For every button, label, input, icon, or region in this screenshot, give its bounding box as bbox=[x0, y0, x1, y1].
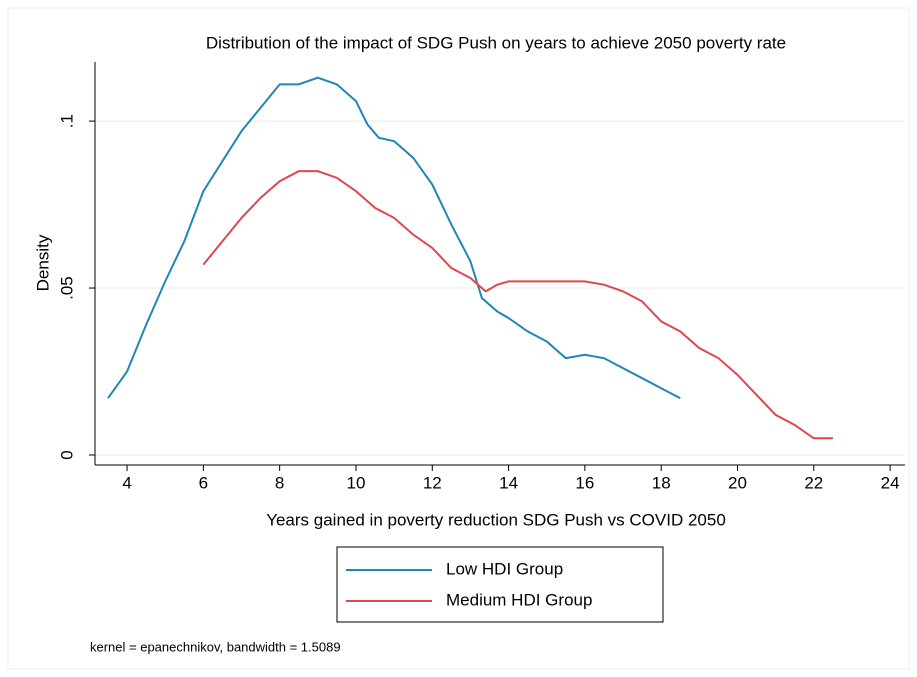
x-axis-label: Years gained in poverty reduction SDG Pu… bbox=[266, 510, 726, 529]
x-tick-label: 24 bbox=[881, 473, 900, 492]
legend-box bbox=[336, 546, 664, 623]
y-tick-label: 0 bbox=[57, 450, 76, 459]
legend-label: Medium HDI Group bbox=[446, 590, 592, 609]
x-tick-label: 6 bbox=[199, 473, 208, 492]
y-tick-label: .05 bbox=[57, 276, 76, 300]
x-tick-label: 14 bbox=[499, 473, 518, 492]
legend-label: Low HDI Group bbox=[446, 559, 563, 578]
x-tick-label: 8 bbox=[275, 473, 284, 492]
x-tick-label: 20 bbox=[728, 473, 747, 492]
chart-title: Distribution of the impact of SDG Push o… bbox=[206, 33, 786, 52]
x-tick-label: 22 bbox=[804, 473, 823, 492]
y-tick-label: .1 bbox=[57, 114, 76, 128]
density-line bbox=[107, 76, 681, 400]
density-line bbox=[202, 170, 833, 440]
x-tick-label: 18 bbox=[652, 473, 671, 492]
y-axis-label: Density bbox=[33, 234, 52, 291]
x-tick-label: 12 bbox=[423, 473, 442, 492]
note: kernel = epanechnikov, bandwidth = 1.508… bbox=[90, 639, 341, 654]
x-tick-label: 4 bbox=[122, 473, 131, 492]
x-tick-label: 16 bbox=[575, 473, 594, 492]
x-tick-label: 10 bbox=[347, 473, 366, 492]
